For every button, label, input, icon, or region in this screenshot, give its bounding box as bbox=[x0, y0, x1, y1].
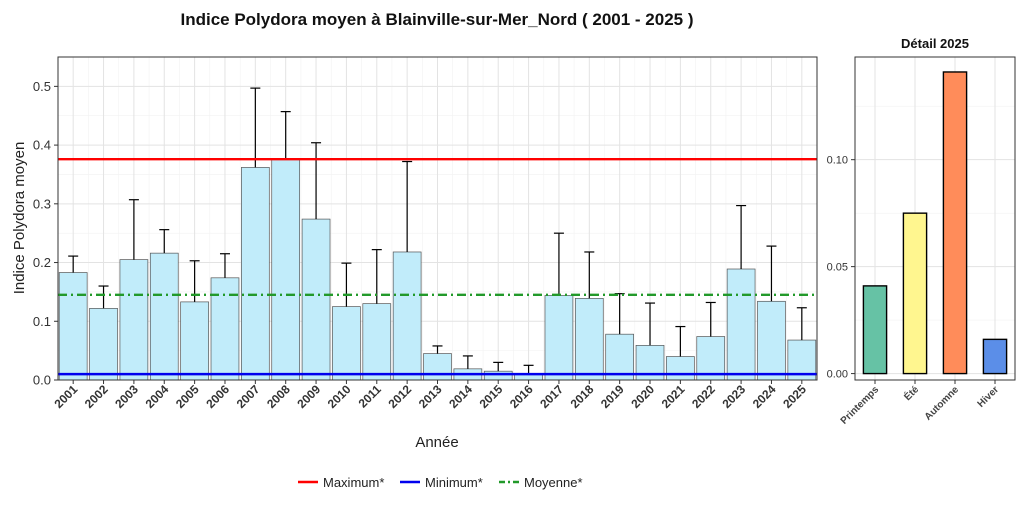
y-tick-label: 0.1 bbox=[33, 314, 51, 329]
detail-bar-hiver bbox=[982, 338, 1008, 375]
y-tick-label: 0.4 bbox=[33, 138, 51, 153]
bar-2007 bbox=[241, 167, 270, 381]
legend: Maximum* Minimum* Moyenne* bbox=[298, 475, 583, 490]
x-tick-label: 2003 bbox=[112, 382, 141, 411]
x-tick-label: 2009 bbox=[294, 382, 323, 411]
x-axis-label: Année bbox=[415, 434, 458, 451]
x-tick-label: 2025 bbox=[780, 382, 809, 411]
legend-label-moyenne: Moyenne* bbox=[524, 475, 583, 490]
detail-y-tick-label: 0.05 bbox=[827, 262, 848, 274]
x-tick-label: 2017 bbox=[537, 382, 566, 411]
x-tick-label: 2020 bbox=[628, 382, 657, 411]
x-tick-label: 2014 bbox=[446, 382, 475, 411]
legend-label-maximum: Maximum* bbox=[323, 475, 384, 490]
x-tick-label: 2022 bbox=[689, 382, 718, 411]
bar-2015 bbox=[483, 370, 513, 381]
x-tick-label: 2018 bbox=[568, 382, 597, 411]
bar-2004 bbox=[149, 252, 179, 381]
bar-2005 bbox=[180, 301, 209, 381]
bar-2019 bbox=[605, 333, 634, 381]
x-tick-label: 2005 bbox=[173, 382, 202, 411]
bar-2006 bbox=[210, 277, 240, 381]
bar-2021 bbox=[666, 356, 695, 381]
y-tick-label: 0.3 bbox=[33, 196, 51, 211]
bar-2010 bbox=[332, 306, 361, 381]
detail-bar-automne bbox=[942, 71, 968, 375]
detail-x-tick-label: Été bbox=[901, 383, 922, 404]
bar-2003 bbox=[119, 259, 149, 381]
detail-chart-title: Détail 2025 bbox=[901, 36, 969, 51]
x-tick-label: 2008 bbox=[264, 382, 293, 411]
detail-y-tick-label: 0.10 bbox=[827, 155, 848, 167]
detail-x-tick-label: Printemps bbox=[839, 384, 882, 427]
x-tick-label: 2019 bbox=[598, 382, 627, 411]
bar-2023 bbox=[726, 268, 756, 381]
x-tick-label: 2016 bbox=[507, 382, 536, 411]
x-tick-label: 2015 bbox=[477, 382, 506, 411]
detail-bar-été bbox=[902, 212, 928, 375]
x-tick-label: 2023 bbox=[719, 382, 748, 411]
bar-2013 bbox=[423, 353, 452, 381]
bar-2012 bbox=[392, 251, 422, 381]
x-tick-label: 2001 bbox=[52, 382, 81, 411]
bar-2011 bbox=[362, 303, 392, 381]
detail-bar-printemps bbox=[862, 285, 888, 375]
bar-2001 bbox=[58, 272, 88, 381]
bar-2022 bbox=[696, 336, 726, 381]
x-tick-label: 2004 bbox=[143, 382, 172, 411]
bar-2002 bbox=[89, 308, 118, 381]
x-tick-label: 2024 bbox=[750, 382, 779, 411]
legend-label-minimum: Minimum* bbox=[425, 475, 483, 490]
bar-2009 bbox=[301, 218, 331, 381]
x-tick-label: 2012 bbox=[385, 382, 414, 411]
x-tick-label: 2021 bbox=[659, 382, 688, 411]
bar-2017 bbox=[544, 295, 574, 381]
detail-plot-panel: 0.00 0.05 0.10 Printemps Été Automne Hiver bbox=[827, 56, 1016, 427]
y-tick-label: 0.5 bbox=[33, 79, 51, 94]
bar-2024 bbox=[757, 300, 786, 381]
x-tick-label: 2002 bbox=[82, 382, 111, 411]
bar-2008 bbox=[271, 158, 301, 381]
y-tick-label: 0.2 bbox=[33, 255, 51, 270]
x-tick-label: 2011 bbox=[356, 382, 385, 411]
x-tick-label: 2007 bbox=[234, 382, 263, 411]
detail-x-tick-label: Hiver bbox=[976, 384, 1002, 410]
x-tick-label: 2010 bbox=[325, 382, 354, 411]
detail-x-tick-label: Automne bbox=[923, 384, 962, 423]
bar-2018 bbox=[574, 298, 604, 381]
y-axis-label: Indice Polydora moyen bbox=[11, 142, 28, 295]
x-tick-label: 2013 bbox=[416, 382, 445, 411]
detail-y-tick-label: 0.00 bbox=[827, 369, 848, 381]
x-tick-label: 2006 bbox=[203, 382, 232, 411]
main-chart-title: Indice Polydora moyen à Blainville-sur-M… bbox=[180, 10, 693, 29]
y-tick-label: 0.0 bbox=[33, 373, 51, 388]
detail-plot-border bbox=[854, 56, 1016, 381]
